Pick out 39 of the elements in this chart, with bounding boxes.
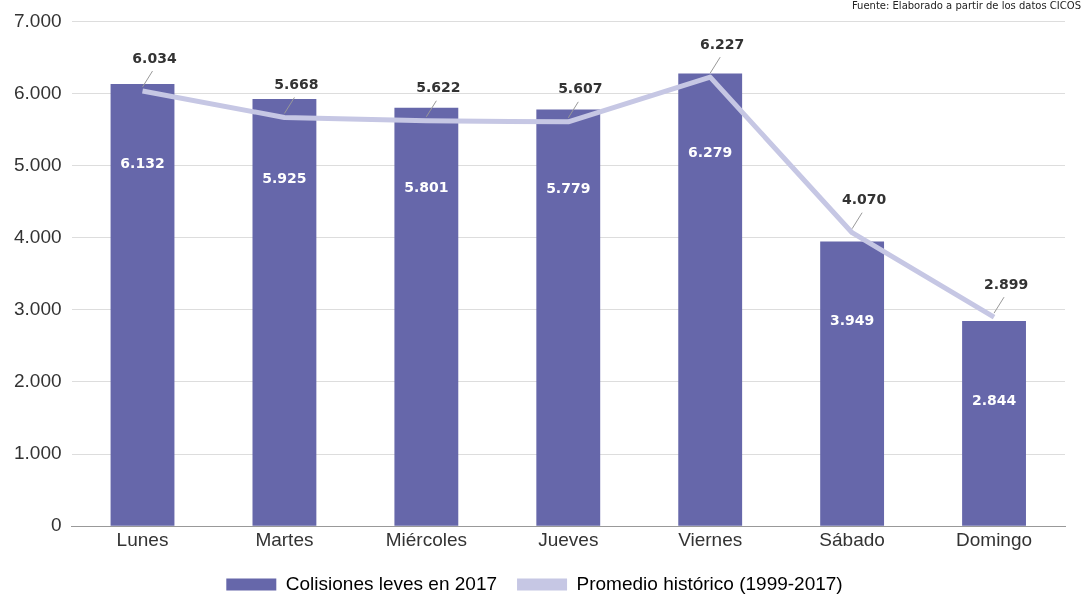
data-label: 3.949 bbox=[829, 312, 875, 329]
bar bbox=[820, 241, 885, 526]
y-tick-label: 7.000 bbox=[14, 9, 62, 31]
legend-label: Colisiones leves en 2017 bbox=[285, 572, 498, 594]
x-tick-label: Miércoles bbox=[385, 528, 468, 550]
data-label: 6.227 bbox=[700, 35, 745, 52]
y-tick-label: 5.000 bbox=[14, 153, 62, 175]
data-label: 6.132 bbox=[120, 154, 165, 171]
x-tick-label: Sábado bbox=[819, 528, 885, 550]
bar bbox=[536, 109, 601, 526]
source-note: Fuente: Elaborado a partir de los datos CICOS bbox=[851, 0, 1081, 11]
bar bbox=[252, 98, 317, 526]
data-label: 6.279 bbox=[688, 144, 733, 161]
data-label: 2.899 bbox=[983, 275, 1029, 292]
data-label: 6.034 bbox=[132, 49, 177, 66]
y-tick-label: 3.000 bbox=[14, 298, 62, 320]
x-tick-label: Domingo bbox=[956, 528, 1033, 550]
data-label: 4.070 bbox=[841, 191, 887, 208]
data-label: 5.779 bbox=[546, 180, 591, 197]
data-label: 5.622 bbox=[416, 79, 461, 96]
data-label: 2.844 bbox=[971, 391, 1017, 408]
x-tick-label: Martes bbox=[255, 528, 314, 550]
x-tick-label: Viernes bbox=[678, 528, 743, 550]
legend-label: Promedio histórico (1999-2017) bbox=[576, 572, 843, 594]
x-tick-label: Jueves bbox=[538, 528, 599, 550]
y-tick-label: 0 bbox=[50, 514, 62, 536]
y-tick-label: 2.000 bbox=[14, 370, 62, 392]
data-label: 5.925 bbox=[262, 169, 307, 186]
bar bbox=[962, 321, 1026, 526]
data-label: 5.668 bbox=[274, 76, 319, 93]
data-label: 5.801 bbox=[404, 178, 449, 195]
bar bbox=[678, 73, 743, 526]
bar bbox=[394, 107, 459, 526]
data-label: 5.607 bbox=[558, 80, 603, 97]
y-tick-label: 6.000 bbox=[14, 81, 62, 103]
y-tick-label: 4.000 bbox=[14, 225, 62, 247]
bar bbox=[110, 84, 175, 526]
x-tick-label: Lunes bbox=[116, 528, 169, 550]
y-tick-label: 1.000 bbox=[14, 442, 62, 464]
